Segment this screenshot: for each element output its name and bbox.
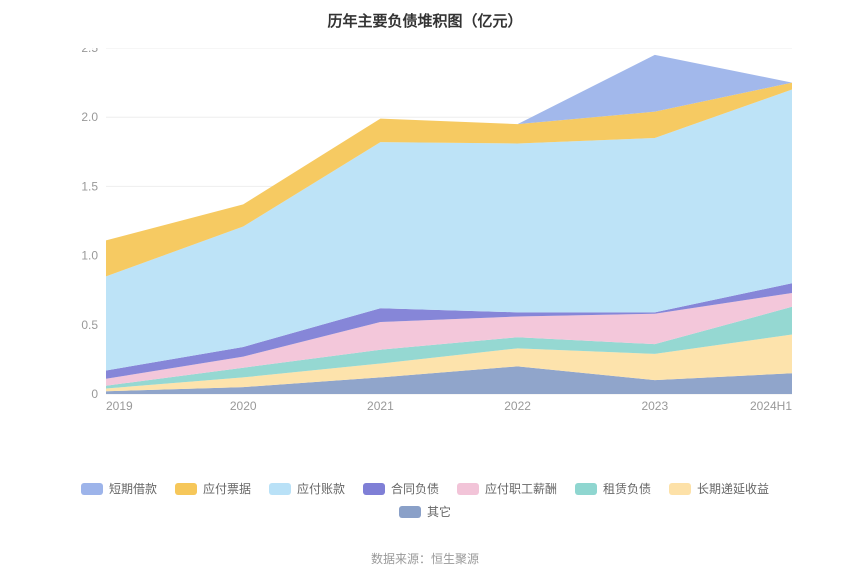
legend-swatch [457,483,479,495]
legend-label: 应付票据 [203,480,251,497]
legend-item[interactable]: 其它 [399,503,451,520]
legend-item[interactable]: 短期借款 [81,480,157,497]
svg-text:1.0: 1.0 [81,249,98,263]
legend-swatch [363,483,385,495]
svg-text:0.5: 0.5 [81,318,98,332]
svg-text:2.0: 2.0 [81,110,98,124]
x-axis-label: 2022 [504,399,531,413]
x-axis-label: 2024H1 [750,399,792,413]
legend-label: 租赁负债 [603,480,651,497]
legend-item[interactable]: 长期递延收益 [669,480,769,497]
data-source-label: 数据来源：恒生聚源 [0,550,850,567]
legend-item[interactable]: 应付票据 [175,480,251,497]
legend-item[interactable]: 租赁负债 [575,480,651,497]
chart-plot-area: 0 0.5 1.0 1.5 2.0 2.5 2019 2020 2021 2022 2023 2024… [72,48,792,418]
svg-text:2.5: 2.5 [81,48,98,55]
legend-label: 应付账款 [297,480,345,497]
legend-label: 合同负债 [391,480,439,497]
chart-legend: 短期借款 应付票据 应付账款 合同负债 应付职工薪酬 租赁负债 长期递延收益其它 [0,480,850,520]
x-axis-label: 2023 [641,399,668,413]
legend-item[interactable]: 应付职工薪酬 [457,480,557,497]
legend-label: 短期借款 [109,480,157,497]
stacked-area-svg: 0 0.5 1.0 1.5 2.0 2.5 2019 2020 2021 2022 2023 2024… [72,48,792,418]
legend-label: 应付职工薪酬 [485,480,557,497]
legend-label: 长期递延收益 [697,480,769,497]
legend-swatch [81,483,103,495]
legend-item[interactable]: 合同负债 [363,480,439,497]
legend-swatch [669,483,691,495]
legend-swatch [575,483,597,495]
svg-text:1.5: 1.5 [81,179,98,193]
x-axis-label: 2021 [367,399,394,413]
chart-title: 历年主要负债堆积图（亿元） [0,0,850,31]
legend-label: 其它 [427,503,451,520]
x-axis-label: 2020 [230,399,257,413]
legend-swatch [399,506,421,518]
legend-item[interactable]: 应付账款 [269,480,345,497]
legend-swatch [175,483,197,495]
legend-swatch [269,483,291,495]
svg-text:0: 0 [91,387,98,401]
x-axis-label: 2019 [106,399,133,413]
